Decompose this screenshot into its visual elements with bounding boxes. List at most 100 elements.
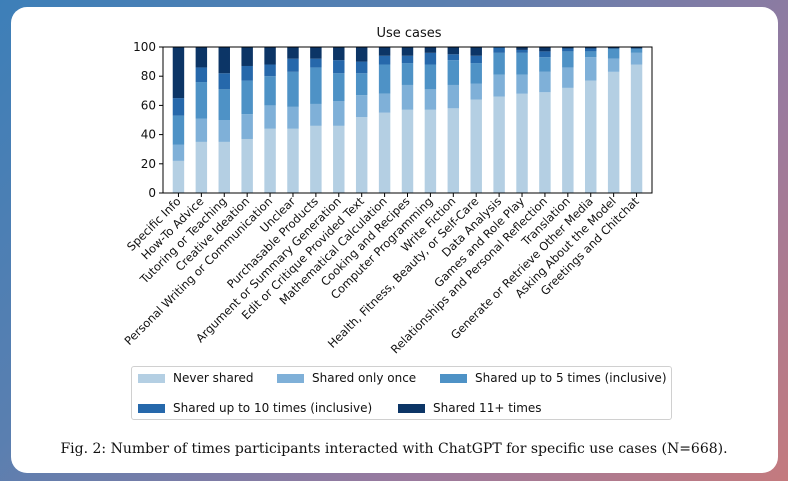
- y-tick-label: 60: [141, 98, 156, 112]
- bar-segment: [585, 48, 597, 52]
- bar-segment: [333, 125, 345, 193]
- bar-segment: [195, 82, 208, 119]
- bar-segment: [333, 101, 345, 126]
- bar-segment: [241, 138, 253, 193]
- bar-segment: [287, 106, 299, 129]
- bar-segment: [172, 115, 185, 145]
- bar-segment: [195, 141, 208, 193]
- legend-label: Shared 11+ times: [433, 401, 542, 415]
- bar-segment: [562, 48, 574, 52]
- bar-segment: [539, 57, 551, 72]
- bar-segment: [585, 80, 597, 193]
- bar-segment: [470, 55, 482, 64]
- bar-segment: [241, 65, 253, 81]
- bar-segment: [264, 64, 276, 77]
- plot-frame: [162, 46, 653, 194]
- bars-layer: [172, 47, 643, 194]
- bar-segment: [378, 93, 391, 113]
- bar-segment: [424, 52, 437, 65]
- bar-segment: [470, 99, 482, 193]
- bar-segment: [241, 80, 253, 115]
- bar-segment: [424, 109, 437, 193]
- stacked-bar-chart: Use cases 0 20 40 60 80 100 Specific InfoHow-…: [122, 26, 653, 356]
- bar-segment: [310, 58, 322, 68]
- bar-segment: [172, 144, 185, 161]
- bar-segment: [585, 51, 597, 58]
- bar-segment: [333, 60, 345, 74]
- bar-segment: [562, 51, 574, 68]
- bar-segment: [218, 120, 230, 142]
- bar-segment: [264, 105, 276, 129]
- bar-segment: [310, 125, 322, 193]
- bar-segment: [516, 52, 528, 75]
- legend-swatch: [398, 403, 425, 413]
- bar-segment: [630, 48, 643, 53]
- bar-segment: [218, 73, 230, 90]
- bar-segment: [401, 84, 414, 110]
- bar-segment: [470, 63, 482, 84]
- bar-segment: [355, 95, 368, 118]
- bar-segment: [195, 67, 208, 83]
- bar-segment: [172, 160, 185, 193]
- bar-segment: [287, 128, 299, 193]
- bar-segment: [310, 103, 322, 126]
- bar-segment: [401, 55, 414, 64]
- bar-segment: [516, 74, 528, 94]
- bar-segment: [630, 64, 643, 194]
- bar-segment: [355, 73, 368, 96]
- legend-swatch: [138, 373, 165, 383]
- bar-segment: [195, 47, 208, 68]
- legend-item-shared-once: Shared only once: [277, 371, 416, 385]
- bar-segment: [562, 67, 574, 88]
- bar-segment: [447, 108, 460, 193]
- bar-segment: [493, 47, 505, 53]
- bar-segment: [607, 48, 620, 59]
- bar-segment: [287, 47, 299, 59]
- y-tick-label: 40: [141, 128, 156, 142]
- bar-segment: [401, 109, 414, 193]
- bar-segment: [424, 89, 437, 110]
- legend-swatch: [277, 373, 304, 383]
- legend-label: Shared only once: [312, 371, 417, 385]
- legend: Never shared Shared only once Shared up …: [131, 366, 672, 420]
- bar-segment: [630, 52, 643, 65]
- bar-segment: [562, 47, 574, 49]
- y-tick-label: 100: [133, 40, 156, 54]
- legend-label: Shared up to 5 times (inclusive): [475, 371, 667, 385]
- bar-segment: [355, 117, 368, 193]
- bar-segment: [470, 47, 482, 56]
- bar-segment: [378, 64, 391, 94]
- bar-segment: [424, 64, 437, 90]
- bar-segment: [447, 54, 460, 61]
- bar-segment: [401, 63, 414, 85]
- legend-swatch: [138, 403, 165, 413]
- y-tick-label: 20: [141, 157, 156, 171]
- bar-segment: [378, 47, 391, 56]
- bar-segment: [241, 114, 253, 139]
- legend-label: Shared up to 10 times (inclusive): [173, 401, 373, 415]
- bar-segment: [287, 71, 299, 107]
- legend-item-never-shared: Never shared: [138, 371, 253, 385]
- bar-segment: [401, 47, 414, 56]
- bar-segment: [607, 47, 620, 49]
- bar-segment: [287, 58, 299, 72]
- bar-segment: [447, 47, 460, 55]
- bar-segment: [607, 71, 620, 193]
- legend-label: Never shared: [173, 371, 254, 385]
- bar-segment: [539, 71, 551, 93]
- bar-segment: [378, 112, 391, 193]
- bar-segment: [585, 47, 597, 49]
- bar-segment: [310, 67, 322, 104]
- bar-segment: [218, 141, 230, 193]
- legend-item-shared-up-to-10: Shared up to 10 times (inclusive): [138, 401, 372, 415]
- bar-segment: [630, 47, 643, 49]
- bar-segment: [264, 76, 276, 106]
- bar-segment: [447, 84, 460, 109]
- bar-segment: [333, 47, 345, 61]
- bar-segment: [539, 51, 551, 58]
- bar-segment: [516, 49, 528, 53]
- bar-segment: [218, 47, 230, 74]
- figure-caption: Fig. 2: Number of times participants int…: [60, 441, 728, 457]
- bar-segment: [539, 47, 551, 52]
- bar-segment: [539, 92, 551, 193]
